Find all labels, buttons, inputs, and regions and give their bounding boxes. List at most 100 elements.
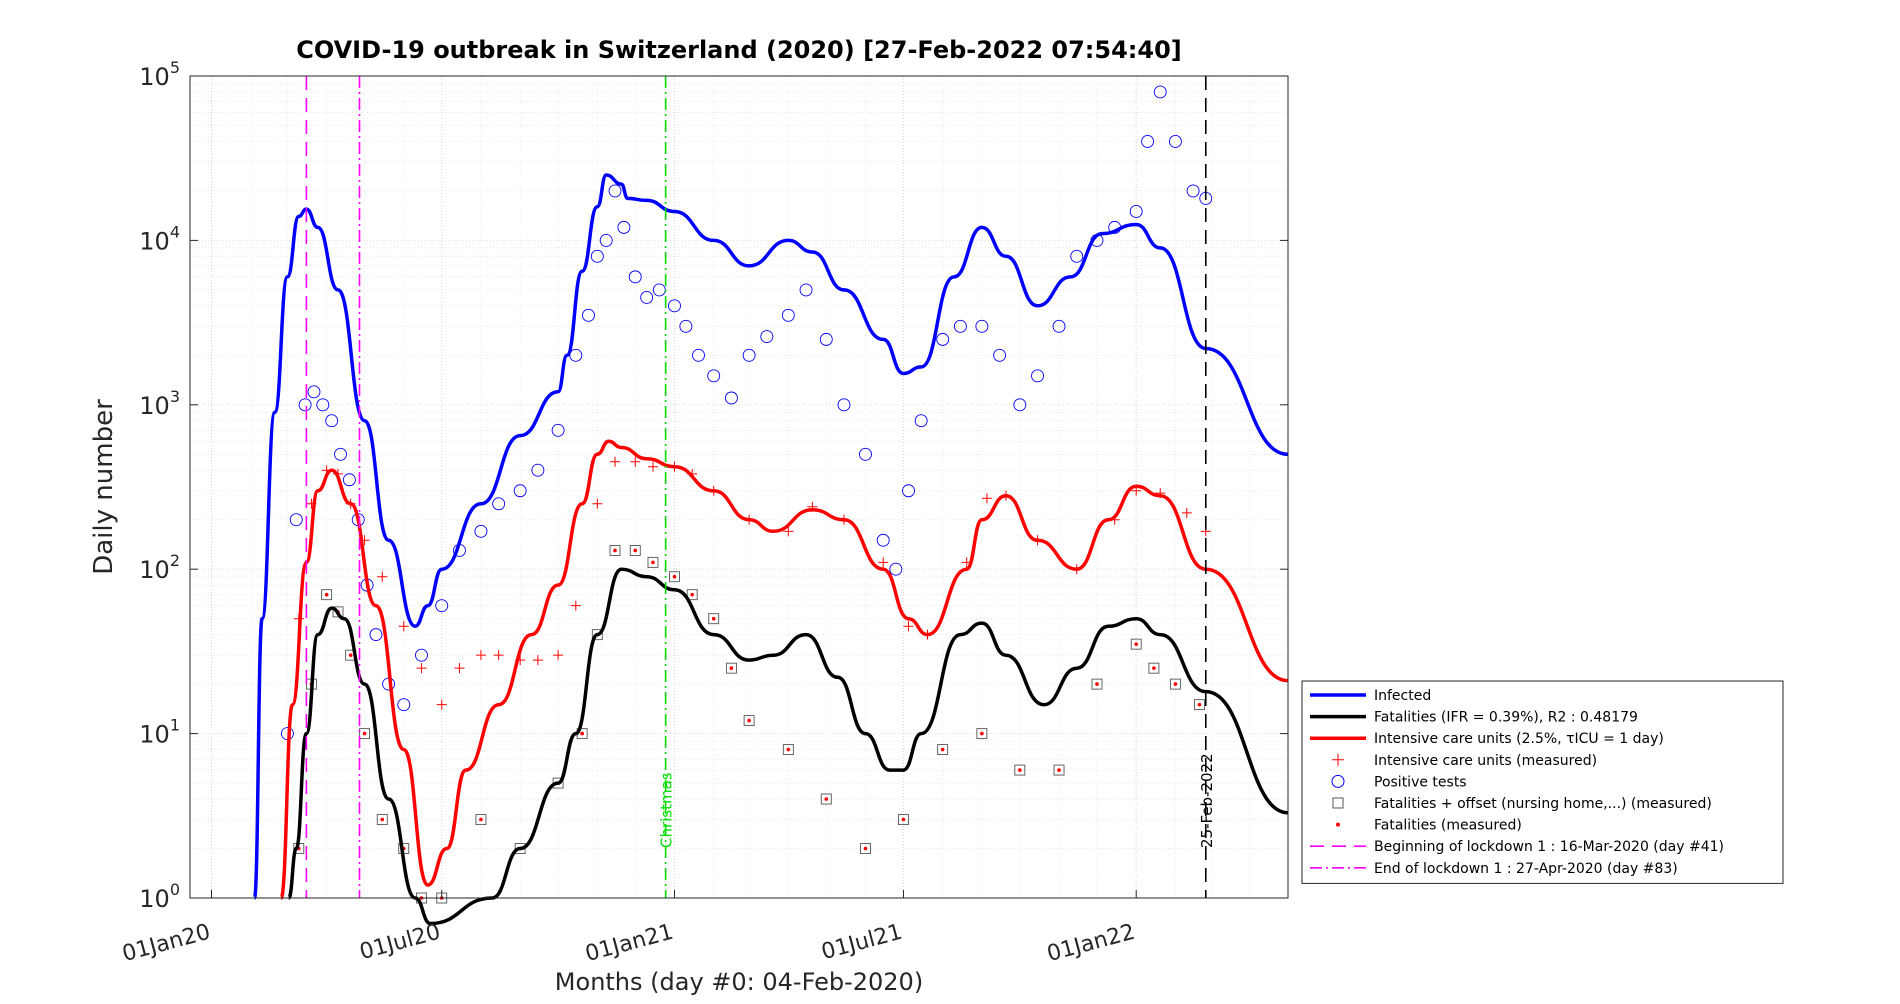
positive-test-point [628,270,642,284]
positive-test-point [289,513,303,527]
fatality-measured-point [362,731,367,736]
legend-entry-label: Fatalities (IFR = 0.39%), R2 : 0.48179 [1374,710,1638,726]
fatality-measured-point [1173,682,1178,686]
icu-measured-point [493,650,504,661]
positive-test-point [415,648,428,662]
fatality-offset-point [332,606,344,618]
icu-measured-point [878,557,889,568]
fatality-measured-point [690,592,694,597]
x-tick-label: 01Jul21 [819,920,905,966]
fatality-measured-point [380,817,385,822]
fatality-measured-point [1018,768,1022,772]
fatality-measured-point [1095,682,1099,686]
positive-test-point [1186,184,1200,198]
positive-test-point [679,319,693,333]
positive-test-point [668,299,681,313]
legend-entry-label: Fatalities + offset (nursing home,...) (… [1374,796,1712,812]
icu-measured-point [903,621,914,632]
fatality-measured-point [479,817,483,822]
legend-plus-swatch [1332,753,1344,766]
y-axis-label: Daily number [89,399,119,575]
fatality-offset-point [669,571,680,583]
icu-measured-point [610,456,621,467]
icu-measured-point [454,663,465,674]
icu-measured-point [553,650,564,661]
positive-test-point [608,184,622,198]
legend-dot-swatch [1336,822,1340,827]
positive-test-point [1031,369,1044,383]
icu-measured-point [981,493,992,504]
positive-test-point [397,698,411,712]
fatality-measured-point [940,747,945,752]
positive-test-point [298,398,312,412]
fatality-offset-point [1053,764,1065,776]
positive-test-point [1052,319,1066,333]
fatality-offset-point [1130,638,1142,650]
positive-test-point [342,473,356,487]
x-axis-label: Months (day #0: 04-Feb-2020) [555,968,923,996]
fatality-measured-point [1057,768,1061,772]
positive-test-point [837,398,851,412]
legend-circle-swatch [1331,774,1345,788]
vline-label-3: 25-Feb-2022 [1198,753,1216,848]
positive-test-point [531,463,545,477]
fatality-measured-point [1134,642,1139,646]
vline-label-2: Christmas [658,772,676,848]
fatality-offset-point [359,728,371,740]
fatality-offset-point [820,793,832,805]
fatality-measured-point [651,560,655,565]
positive-test-point [590,249,604,263]
positive-test-point [652,283,666,297]
x-tick-label: 01Jan21 [583,920,676,967]
fatality-offset-point [782,744,794,755]
positive-test-point [799,283,813,297]
positive-test-point [975,319,989,333]
positive-test-point [692,348,705,362]
fatality-measured-point [580,731,584,736]
positive-test-point [707,369,721,383]
y-tick-label: 104 [139,222,180,255]
positive-test-point [876,533,890,547]
fatality-measured-point [348,653,353,657]
positive-test-point [819,332,833,346]
infected-line [252,173,1289,900]
legend-entry-label: Intensive care units (2.5%, τICU = 1 day… [1374,731,1664,747]
fatality-offset-point [591,629,603,641]
positive-test-point [640,290,654,304]
y-tick-label: 100 [139,880,180,913]
legend-entry-label: Infected [1374,688,1431,704]
y-tick-label: 102 [139,551,180,584]
legend-entry-label: Positive tests [1374,774,1467,790]
positive-test-point [569,348,583,362]
positive-test-point [936,332,950,346]
positive-test-point [617,220,631,234]
positive-test-point [369,628,383,642]
positive-test-point [513,484,527,498]
positive-test-point [307,385,321,399]
x-tick-label: 01Jan22 [1044,920,1137,967]
positive-test-point [316,398,330,412]
icu-measured-point [398,621,409,632]
fatality-measured-point [824,797,829,801]
positive-test-point [599,233,613,247]
fatality-offset-point [609,545,621,556]
fatality-offset-point [647,556,659,568]
x-tick-label: 01Jan20 [120,920,213,967]
y-tick-label: 101 [139,716,180,749]
positive-test-point [551,423,565,437]
legend-entry-label: Beginning of lockdown 1 : 16-Mar-2020 (d… [1374,839,1724,855]
icu-measured-point [570,600,581,611]
positive-test-point [742,348,756,362]
legend-entry-label: Intensive care units (measured) [1374,753,1597,769]
positive-test-point [953,319,967,333]
fatality-offset-point [725,662,737,674]
positive-test-point [859,447,872,461]
icu-measured-point [647,461,658,472]
fatality-measured-point [613,548,617,553]
positive-test-point [474,524,488,538]
icu-measured-point [532,655,543,666]
fatality-measured-point [729,666,734,670]
fatality-measured-point [901,817,906,822]
